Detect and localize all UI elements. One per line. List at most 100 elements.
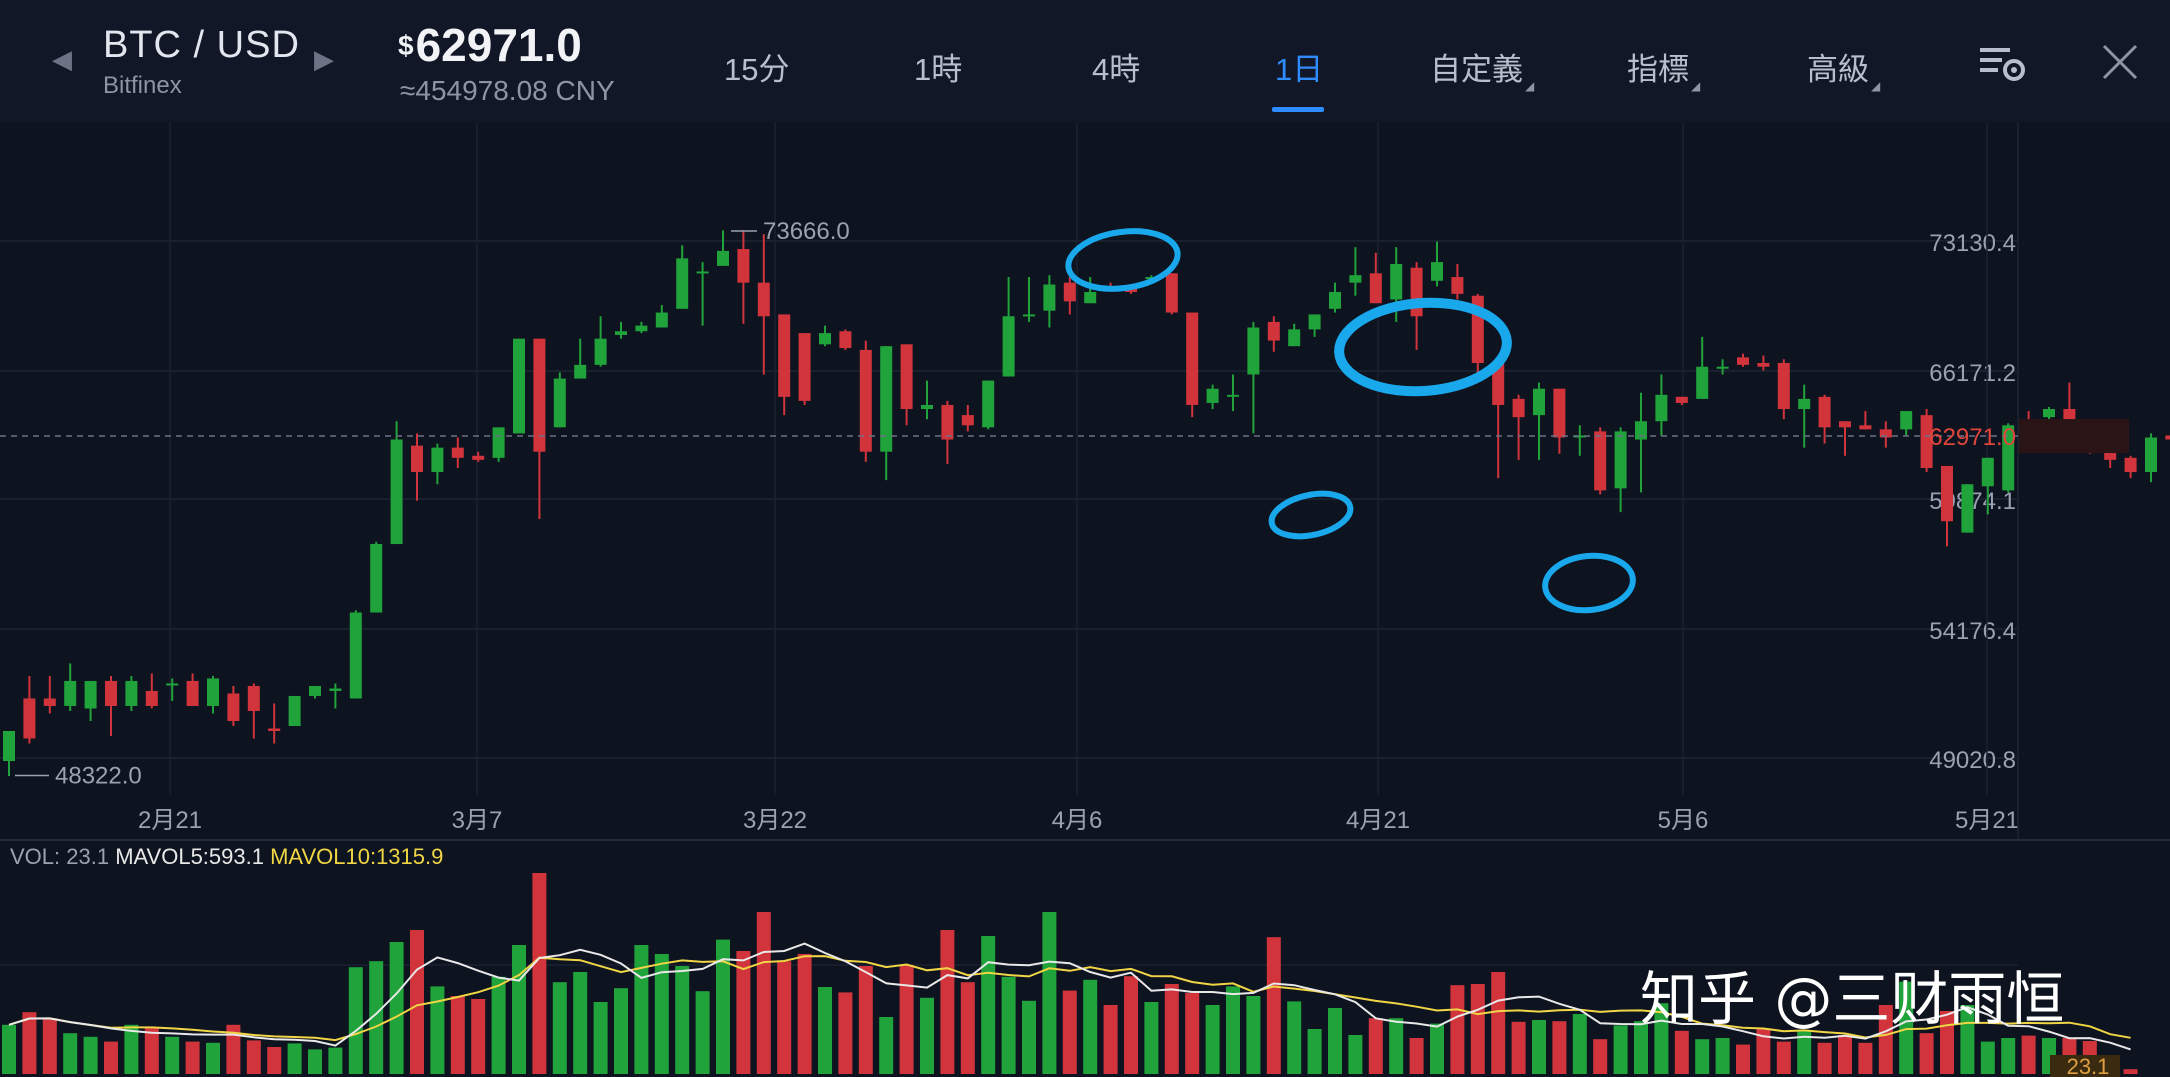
menu-custom[interactable]: 自定義 ◢ [1430,44,1534,93]
volume-bar [1328,1008,1342,1074]
candle-body [1818,396,1831,428]
candle-body [1247,327,1260,375]
candle [1023,277,1035,322]
volume-bar [1001,976,1016,1074]
cny-equivalent: ≈454978.08 CNY [400,75,615,106]
candle-body [880,346,893,452]
current-volume-badge [2050,1055,2120,1077]
candle [1839,421,1851,456]
candle-body [1675,396,1688,403]
candle-body [268,728,281,731]
candle-body [288,695,301,726]
candle-body [1614,431,1627,489]
candle-body [1186,312,1199,405]
current-price-badge [2019,419,2129,454]
candle-body [390,439,403,545]
candle [1227,374,1239,412]
candle [900,344,913,426]
candle [1879,421,1892,448]
chevron-right-icon[interactable]: ▶ [314,44,334,74]
volume-bar [1613,1025,1628,1074]
volume-bar [471,999,486,1074]
volume-bar [981,936,996,1074]
candle [1573,425,1586,456]
candle-body [1961,484,1974,533]
volume-bar [1572,1014,1587,1074]
candle [2124,455,2137,479]
candle [1247,321,1260,434]
candle [1165,273,1178,315]
candle [961,404,974,432]
tab-1h[interactable]: 1時 [914,52,963,87]
candle-body [1777,362,1790,410]
candle [839,329,852,350]
candle-body [921,404,933,410]
candle [2165,435,2170,440]
menu-custom-label: 自定義 [1430,52,1523,87]
dropdown-triangle-icon: ◢ [1691,79,1701,93]
candle-body [1879,429,1892,438]
candle [1798,384,1811,448]
volume-bar [450,996,465,1074]
volume-bar [1368,1018,1383,1074]
volume-bar [63,1033,78,1074]
volume-bar [1348,1035,1363,1074]
volume-bar [552,982,567,1074]
candle [1655,374,1668,436]
menu-advanced[interactable]: 高級 ◢ [1807,44,1880,93]
candle-body [717,250,729,266]
candle [411,433,423,501]
volume-bar [654,954,669,1074]
candle [1308,314,1321,337]
candle-body [798,333,811,401]
candle [1675,396,1688,405]
tab-15m[interactable]: 15分 [724,52,790,87]
candle [3,730,15,777]
volume-bar [430,986,445,1074]
candle-body [1512,398,1525,418]
candle-body [1431,262,1443,281]
menu-indicators[interactable]: 指標 ◢ [1627,44,1700,93]
chevron-left-icon[interactable]: ◀ [52,44,72,74]
candle [1533,382,1545,460]
y-tick-label: 49020.8 [1929,747,2016,774]
candle [1267,316,1280,352]
candle-body [1839,421,1851,428]
candle-body [1798,398,1811,410]
candle [472,451,485,462]
volume-bar [1817,1042,1832,1074]
x-tick-label: 5月6 [1658,807,1709,834]
volume-bar [1695,1039,1710,1074]
candle-body [105,680,117,706]
chart-settings-icon[interactable] [1978,44,2028,82]
volume-bar [1042,912,1057,1074]
candle [1288,323,1301,347]
candle-body [553,378,566,428]
candle [1635,392,1647,493]
candlestick-chart[interactable]: 73130.466171.259874.154176.449020.82月213… [0,122,2170,1077]
tab-1d[interactable]: 1日 [1275,52,1324,87]
x-tick-label: 5月21 [1955,807,2019,834]
candle-body [900,344,913,410]
close-icon[interactable] [2100,42,2140,82]
volume-bar [614,988,628,1074]
candle-body [2002,425,2015,491]
candle-body [859,349,872,452]
tab-4h[interactable]: 4時 [1092,52,1141,87]
volume-bar [83,1036,98,1074]
pair-title[interactable]: BTC / USD [103,24,300,66]
currency-symbol: $ [398,30,414,61]
x-tick-label: 3月7 [452,807,503,834]
volume-bar [736,951,751,1074]
candle-body [411,445,423,473]
candle-body [1920,415,1933,468]
candle-body [1267,321,1280,341]
volume-bar [940,930,955,1074]
volume-legend: VOL: 23.1 MAVOL5:593.1 MAVOL10:1315.9 [10,844,443,869]
current-volume-label: 23.1 [2067,1054,2110,1077]
candle-body [1716,366,1729,369]
candle-body [1288,329,1301,347]
candle [1614,427,1627,513]
candle-body [615,331,627,335]
volume-bar [1144,1002,1159,1074]
